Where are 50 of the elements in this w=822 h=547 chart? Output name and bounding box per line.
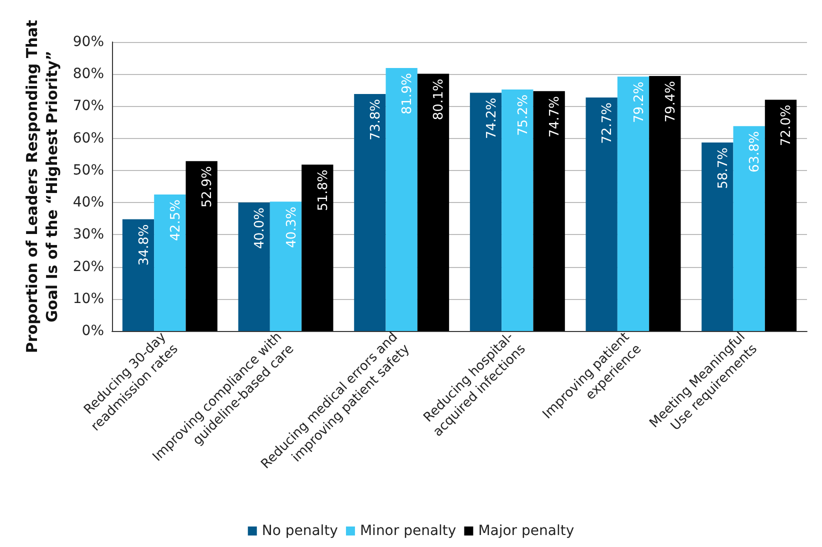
legend-label: No penalty (262, 523, 338, 539)
y-axis-title: Proportion of Leaders Responding That Goal Is of the “Highest Priority” (22, 20, 61, 354)
bar (586, 98, 618, 331)
y-tick-label: 10% (72, 290, 104, 307)
data-label: 63.8% (748, 131, 763, 172)
bar (417, 74, 450, 331)
data-label: 51.8% (316, 170, 331, 211)
bar (764, 100, 797, 331)
bar (270, 202, 302, 331)
data-label: 42.5% (168, 200, 184, 241)
y-tick-label: 20% (72, 258, 104, 275)
legend-label: Minor penalty (360, 523, 456, 539)
y-tick-label: 70% (72, 98, 104, 114)
data-label: 80.1% (432, 78, 447, 120)
y-tick-label: 0% (82, 323, 104, 339)
y-tick-label: 30% (72, 226, 104, 243)
bar (733, 126, 765, 331)
data-label: 75.2% (516, 94, 531, 136)
y-tick-label: 40% (72, 194, 104, 211)
bar (617, 76, 650, 331)
bar (238, 202, 270, 331)
y-tick-label: 90% (72, 34, 104, 50)
data-label: 40.3% (284, 206, 300, 248)
data-label: 79.4% (663, 81, 678, 122)
bar (386, 68, 418, 331)
y-tick-label: 80% (72, 66, 104, 82)
bar (502, 90, 534, 331)
data-label: 79.2% (632, 82, 647, 123)
bar (649, 76, 681, 331)
data-label: 40.0% (252, 208, 268, 249)
bar (186, 161, 218, 331)
data-label: 81.9% (400, 73, 416, 114)
y-tick-label: 60% (72, 130, 104, 146)
bar (154, 194, 186, 331)
bar (533, 91, 565, 331)
bar (470, 92, 502, 331)
bar (354, 94, 386, 331)
data-label: 72.7% (600, 102, 616, 144)
data-label: 58.7% (716, 148, 731, 189)
bar (122, 219, 154, 331)
data-label: 74.2% (484, 98, 500, 140)
data-label: 72.0% (779, 104, 794, 146)
bar (702, 142, 734, 331)
data-label: 52.9% (200, 166, 216, 208)
y-tick-label: 50% (72, 162, 104, 178)
data-label: 74.7% (548, 96, 563, 138)
legend-label: Major penalty (478, 523, 574, 539)
data-label: 34.8% (136, 224, 152, 266)
bar (302, 164, 334, 331)
data-label: 73.8% (368, 99, 384, 140)
